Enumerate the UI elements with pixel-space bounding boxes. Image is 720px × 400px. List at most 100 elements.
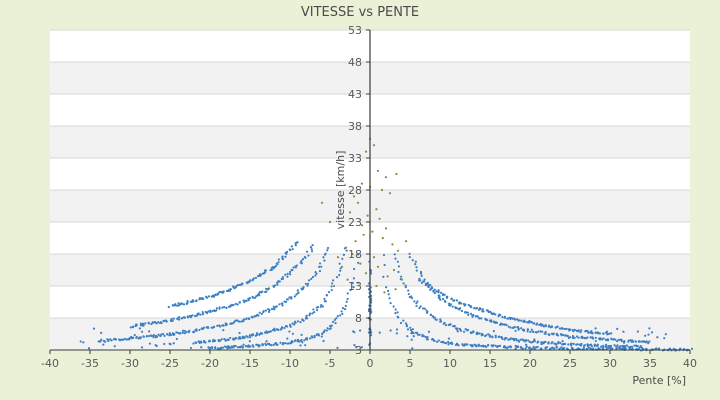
scatter-point bbox=[264, 309, 268, 312]
scatter-point bbox=[559, 341, 562, 345]
scatter-point bbox=[152, 336, 155, 339]
scatter-point bbox=[487, 333, 490, 336]
scatter-point bbox=[404, 322, 408, 325]
scatter-point bbox=[130, 335, 133, 339]
scatter-point bbox=[142, 324, 145, 327]
scatter-point bbox=[243, 299, 247, 302]
scatter-point bbox=[504, 337, 507, 340]
scatter-point bbox=[277, 261, 280, 264]
scatter-point bbox=[478, 332, 481, 335]
scatter-point bbox=[256, 294, 259, 297]
scatter-point bbox=[353, 331, 356, 334]
scatter-point bbox=[428, 284, 431, 287]
scatter-point bbox=[296, 320, 300, 323]
scatter-point bbox=[216, 324, 219, 327]
scatter-point bbox=[634, 340, 637, 343]
scatter-point bbox=[322, 256, 325, 259]
x-tick-label: 25 bbox=[563, 357, 577, 370]
outlier-point bbox=[366, 214, 369, 217]
scatter-point bbox=[551, 333, 555, 336]
outlier-point bbox=[392, 268, 396, 272]
scatter-point bbox=[148, 342, 151, 345]
scatter-point bbox=[494, 313, 497, 316]
scatter-point bbox=[602, 337, 605, 340]
scatter-point bbox=[169, 343, 172, 346]
scatter-point bbox=[291, 269, 294, 272]
scatter-point bbox=[514, 344, 517, 347]
outlier-point bbox=[351, 252, 354, 256]
scatter-point bbox=[341, 307, 345, 310]
scatter-point bbox=[464, 303, 467, 306]
outlier-point bbox=[362, 233, 365, 236]
scatter-point bbox=[509, 338, 512, 341]
scatter-point bbox=[222, 324, 225, 327]
scatter-point bbox=[503, 315, 507, 318]
scatter-point bbox=[484, 334, 487, 338]
x-tick-labels: -40 -35 -30 -25 -20 -15 -10 -5 0 5 10 15 20 25 30 35 40 bbox=[41, 357, 697, 370]
scatter-point bbox=[144, 322, 147, 325]
scatter-point bbox=[159, 334, 162, 338]
scatter-point bbox=[122, 338, 125, 341]
scatter-point bbox=[224, 339, 227, 342]
scatter-point bbox=[435, 340, 439, 343]
scatter-point bbox=[514, 329, 517, 333]
scatter-point bbox=[360, 346, 363, 349]
scatter-point bbox=[423, 307, 426, 310]
scatter-point bbox=[439, 298, 442, 301]
scatter-point bbox=[205, 311, 209, 314]
scatter-point bbox=[226, 338, 229, 341]
scatter-point bbox=[564, 334, 567, 337]
scatter-point bbox=[629, 339, 632, 342]
scatter-point bbox=[575, 343, 578, 346]
scatter-point bbox=[486, 344, 490, 347]
scatter-point bbox=[201, 310, 204, 314]
scatter-point bbox=[320, 304, 323, 307]
scatter-point bbox=[458, 308, 461, 311]
scatter-point bbox=[275, 262, 278, 265]
scatter-point bbox=[433, 291, 437, 295]
scatter-point bbox=[206, 326, 210, 330]
scatter-point bbox=[221, 306, 224, 309]
scatter-point bbox=[548, 333, 551, 337]
scatter-point bbox=[598, 332, 601, 335]
scatter-point bbox=[480, 345, 483, 348]
scatter-point bbox=[619, 338, 622, 341]
scatter-point bbox=[318, 265, 321, 269]
scatter-point bbox=[192, 342, 195, 345]
scatter-point bbox=[644, 334, 647, 337]
scatter-point bbox=[100, 331, 103, 334]
y-tick-label: 13 bbox=[348, 280, 362, 293]
scatter-point bbox=[214, 346, 217, 349]
scatter-point bbox=[524, 338, 527, 342]
scatter-point bbox=[492, 312, 495, 315]
x-axis-label: Pente [%] bbox=[632, 374, 686, 387]
scatter-point bbox=[607, 344, 610, 348]
outlier-point bbox=[364, 272, 368, 275]
scatter-point bbox=[481, 310, 484, 313]
scatter-point bbox=[283, 326, 286, 330]
scatter-point bbox=[573, 336, 576, 339]
scatter-point bbox=[311, 275, 315, 279]
scatter-point bbox=[439, 318, 442, 321]
scatter-point bbox=[522, 339, 525, 342]
scatter-point bbox=[311, 312, 314, 315]
scatter-point bbox=[288, 296, 291, 299]
scatter-point bbox=[572, 330, 575, 333]
scatter-point bbox=[257, 274, 260, 278]
scatter-point bbox=[352, 267, 356, 271]
scatter-point bbox=[509, 346, 512, 349]
scatter-point bbox=[536, 341, 539, 344]
scatter-point bbox=[396, 311, 399, 314]
y-tick-label: 43 bbox=[348, 88, 362, 101]
scatter-point bbox=[140, 346, 144, 349]
scatter-point bbox=[563, 327, 567, 331]
scatter-point bbox=[505, 323, 508, 327]
scatter-point bbox=[300, 259, 303, 262]
scatter-point bbox=[186, 301, 189, 304]
scatter-point bbox=[232, 303, 235, 307]
scatter-point bbox=[330, 285, 333, 288]
scatter-point bbox=[578, 347, 581, 350]
scatter-point bbox=[310, 248, 313, 251]
scatter-point bbox=[258, 290, 262, 294]
scatter-point bbox=[272, 305, 275, 308]
